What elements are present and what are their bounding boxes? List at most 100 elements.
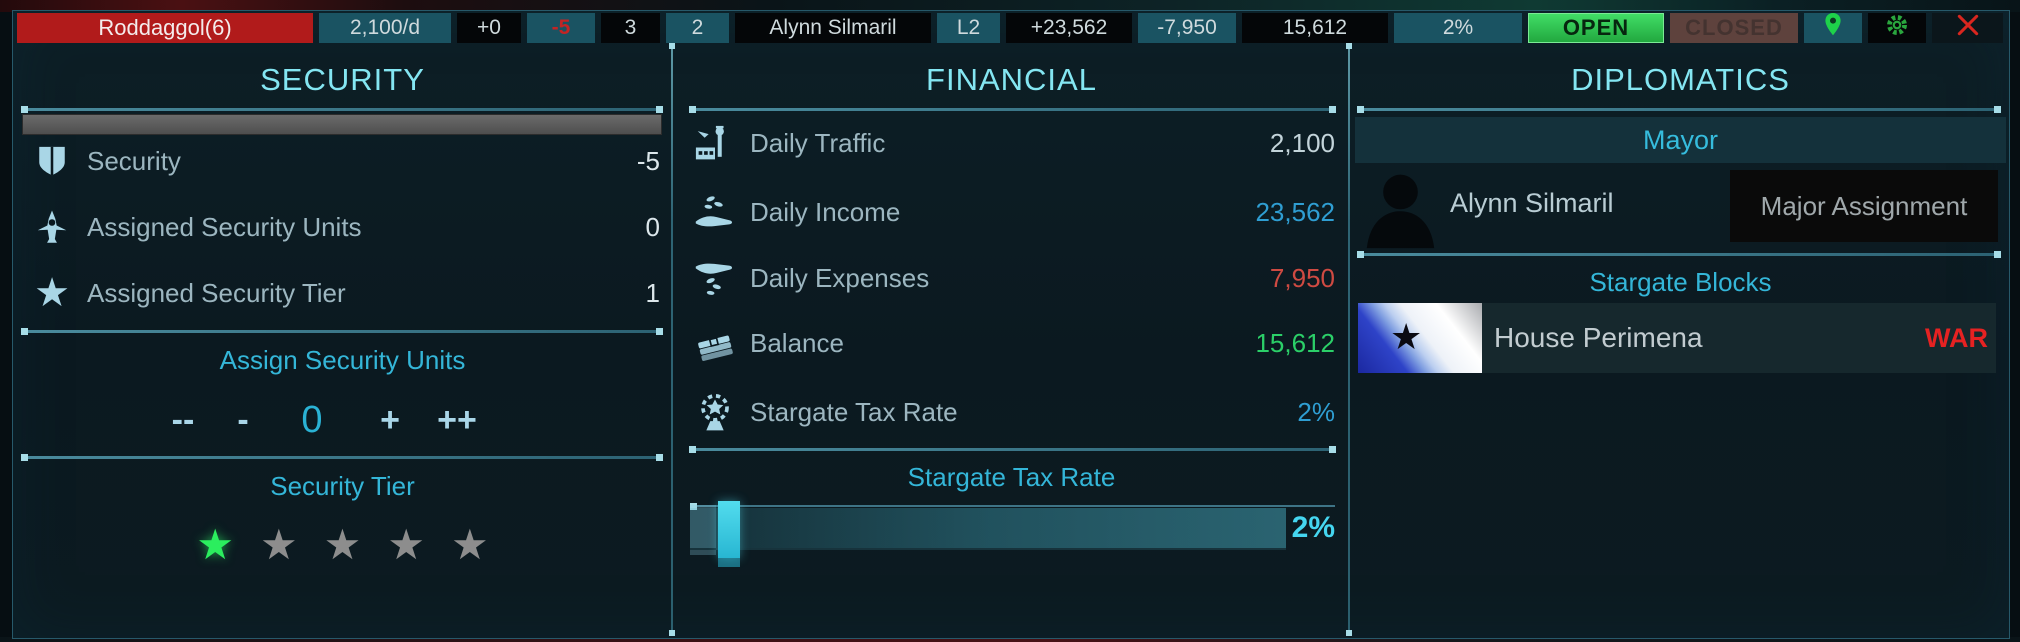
- tier-star[interactable]: ★: [387, 521, 425, 568]
- divider: [21, 106, 663, 113]
- increase-all-button[interactable]: ++: [437, 401, 477, 439]
- tier-star[interactable]: ★: [450, 521, 489, 568]
- topbar-mayor-level: L2: [937, 13, 1000, 43]
- topbar-expenses: -7,950: [1138, 13, 1236, 43]
- security-row-value: -5: [636, 145, 660, 176]
- assigned-units-row: Assigned Security Units 0: [27, 203, 660, 251]
- balance-value: 15,612: [1255, 327, 1335, 358]
- security-ship-icon: [27, 206, 77, 248]
- faction-flag-icon: ★: [1358, 303, 1482, 373]
- security-panel-title: SECURITY: [260, 62, 425, 97]
- tax-slider-value: 2%: [1291, 511, 1335, 544]
- airport-traffic-icon: [690, 123, 740, 163]
- tax-rate-label: Stargate Tax Rate: [750, 396, 958, 427]
- faction-name: House Perimena: [1494, 322, 1703, 353]
- daily-traffic-label: Daily Traffic: [750, 127, 886, 158]
- assigned-tier-row: ★ Assigned Security Tier 1: [27, 269, 660, 317]
- pin-button[interactable]: [1804, 13, 1862, 43]
- topbar-daily-traffic: 2,100/d: [319, 13, 451, 43]
- daily-expenses-value: 7,950: [1269, 262, 1335, 293]
- daily-traffic-value: 2,100: [1269, 127, 1335, 158]
- topbar-security-value: -5: [527, 13, 595, 43]
- security-row-label: Security: [87, 145, 181, 176]
- background-bottom-strip: [0, 637, 2020, 642]
- assigned-tier-label: Assigned Security Tier: [87, 277, 346, 308]
- mayor-name: Alynn Silmaril: [1450, 188, 1614, 218]
- money-stack-icon: [690, 323, 740, 363]
- divider: [21, 454, 663, 461]
- tax-rate-row: Stargate Tax Rate 2%: [690, 388, 1335, 436]
- mayor-avatar: [1362, 165, 1439, 251]
- decrease-button[interactable]: -: [237, 401, 249, 439]
- daily-income-value: 23,562: [1255, 196, 1335, 227]
- gear-icon: [1884, 12, 1910, 44]
- topbar-metric-b: 2: [666, 13, 729, 43]
- security-tier-header: Security Tier: [270, 471, 415, 501]
- assign-units-controls: -- - 0 + ++: [14, 396, 671, 444]
- tier-star[interactable]: ★: [196, 521, 235, 568]
- divider: [689, 446, 1336, 453]
- mayor-header-band: Mayor: [1355, 117, 2006, 163]
- stargate-blocks-header: Stargate Blocks: [1589, 267, 1772, 297]
- security-row: Security -5: [27, 137, 660, 185]
- panel-divider: [1346, 43, 1352, 636]
- pin-icon: [1821, 12, 1845, 44]
- topbar-balance: 15,612: [1242, 13, 1388, 43]
- tax-slider-header: Stargate Tax Rate: [907, 462, 1116, 492]
- flag-star-icon: ★: [1390, 316, 1423, 357]
- security-tier-stars: ★ ★ ★ ★ ★: [14, 519, 671, 571]
- financial-panel: FINANCIAL Daily Traffic 2,100 Daily Inco…: [677, 44, 1346, 634]
- stargate-block-row[interactable]: ★ House Perimena WAR: [1358, 303, 1996, 373]
- divider: [1357, 251, 2001, 258]
- settlement-topbar: Roddaggol(6) 2,100/d +0 -5 3 2 Alynn Sil…: [15, 13, 2003, 43]
- assign-units-count: 0: [301, 399, 323, 441]
- shield-icon: [27, 141, 77, 181]
- security-progress-bar: [22, 114, 662, 135]
- topbar-income: +23,562: [1006, 13, 1132, 43]
- expenses-hand-icon: [690, 258, 740, 298]
- mayor-header: Mayor: [1642, 124, 1718, 155]
- income-hand-icon: [690, 192, 740, 232]
- major-assignment-button[interactable]: Major Assignment: [1730, 170, 1998, 242]
- tier-star[interactable]: ★: [323, 521, 362, 568]
- daily-expenses-label: Daily Expenses: [750, 262, 930, 293]
- close-window-button[interactable]: [1932, 13, 2003, 43]
- tier-star[interactable]: ★: [260, 521, 298, 568]
- open-button[interactable]: OPEN: [1528, 13, 1664, 43]
- daily-income-label: Daily Income: [750, 196, 901, 227]
- security-panel: SECURITY Security -5 Assigned Security U…: [14, 44, 671, 634]
- topbar-mayor-name: Alynn Silmaril: [735, 13, 931, 43]
- diplomatics-panel-title: DIPLOMATICS: [1571, 62, 1790, 97]
- topbar-metric-a: 3: [601, 13, 660, 43]
- assign-units-header: Assign Security Units: [219, 345, 466, 375]
- tax-rate-value: 2%: [1297, 396, 1335, 427]
- tax-slider-track[interactable]: [690, 508, 1286, 550]
- tax-slider-topline: [690, 503, 1335, 510]
- divider: [1357, 106, 2001, 113]
- assigned-tier-value: 1: [645, 277, 660, 308]
- faction-war-status: WAR: [1925, 322, 1988, 353]
- financial-panel-title: FINANCIAL: [926, 62, 1097, 97]
- closed-button[interactable]: CLOSED: [1670, 13, 1798, 43]
- divider: [689, 106, 1336, 113]
- settlement-name-cell: Roddaggol(6): [17, 13, 313, 43]
- settings-button[interactable]: [1868, 13, 1926, 43]
- balance-label: Balance: [750, 327, 844, 358]
- assigned-units-label: Assigned Security Units: [87, 211, 362, 242]
- daily-income-row: Daily Income 23,562: [690, 188, 1335, 236]
- star-icon: ★: [34, 271, 70, 315]
- increase-button[interactable]: +: [380, 401, 400, 439]
- balance-row: Balance 15,612: [690, 319, 1335, 367]
- decrease-all-button[interactable]: --: [171, 401, 195, 439]
- panel-divider: [669, 43, 675, 636]
- rosette-icon: [690, 391, 740, 433]
- topbar-tax-rate: 2%: [1394, 13, 1522, 43]
- topbar-security-change: +0: [457, 13, 521, 43]
- divider: [21, 328, 663, 335]
- daily-traffic-row: Daily Traffic 2,100: [690, 119, 1335, 167]
- background-top-strip: [0, 0, 2020, 12]
- tax-slider-handle[interactable]: [718, 501, 740, 567]
- close-icon: [1955, 12, 1981, 44]
- daily-expenses-row: Daily Expenses 7,950: [690, 254, 1335, 302]
